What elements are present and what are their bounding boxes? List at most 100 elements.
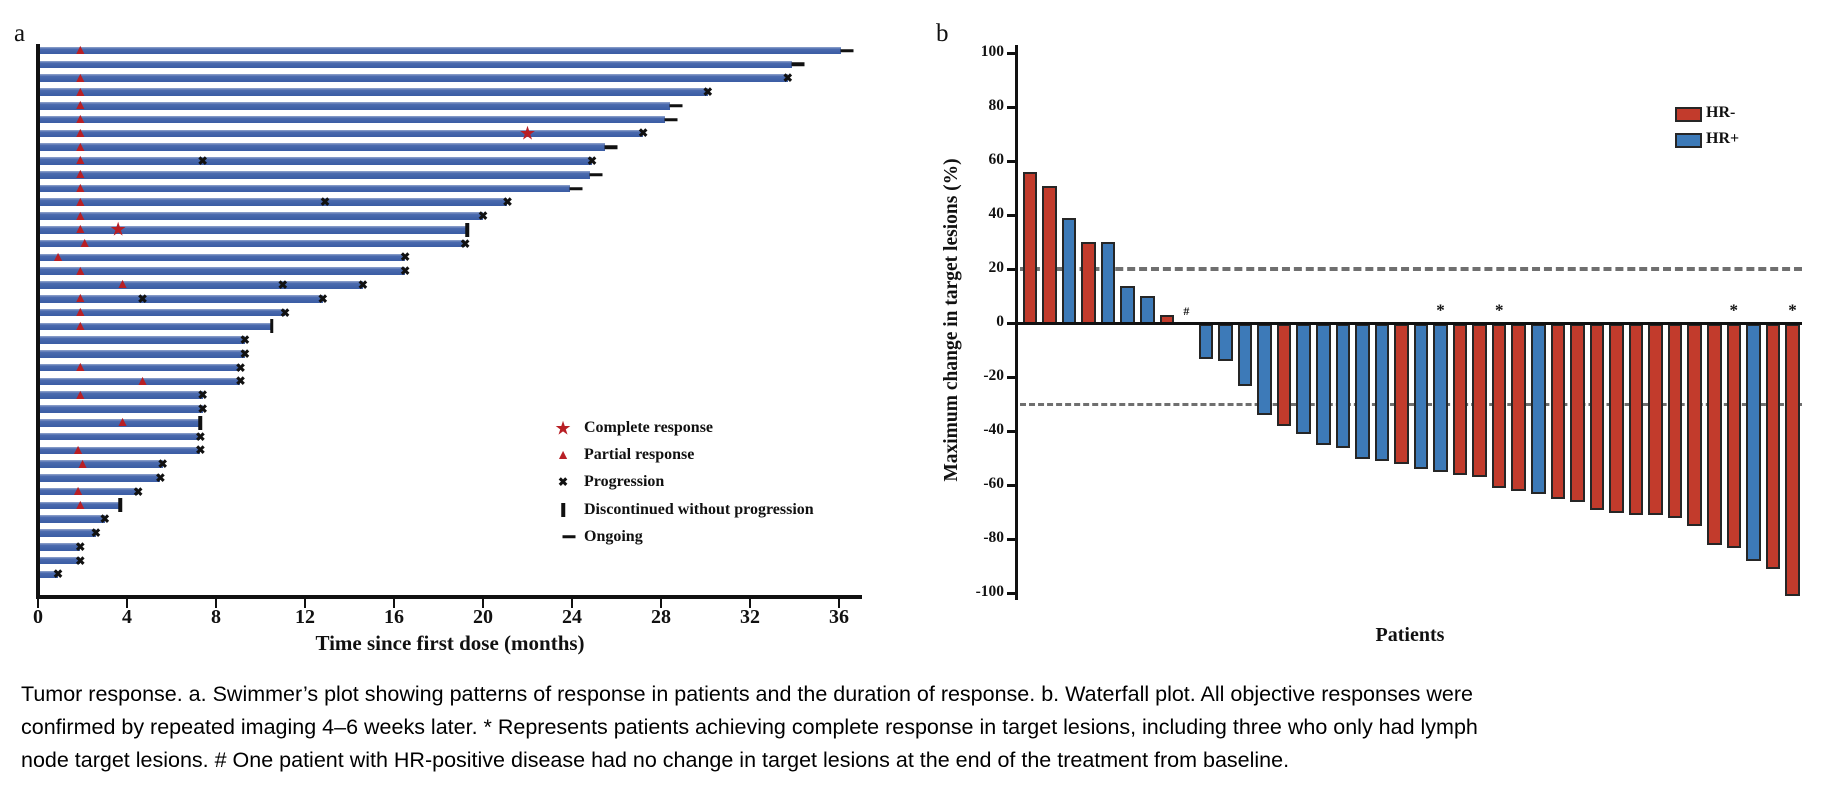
progression-x-marker: ✖ xyxy=(195,429,206,444)
x-axis-tick xyxy=(392,599,396,608)
progression-x-marker: ✖ xyxy=(197,401,208,416)
partial-response-triangle-marker: ▲ xyxy=(73,167,88,183)
swimmer-bar xyxy=(40,487,139,496)
waterfall-bar xyxy=(1433,324,1448,473)
progression-x-marker: ✖ xyxy=(133,484,144,499)
swimmer-bar xyxy=(40,102,670,110)
swimmer-bar xyxy=(40,239,466,248)
progression-x-marker: ✖ xyxy=(239,346,250,361)
partial-response-triangle-marker: ▲ xyxy=(115,277,130,293)
partial-response-triangle-marker: ▲ xyxy=(73,497,88,513)
waterfall-bar xyxy=(1100,242,1116,326)
partial-response-triangle-marker: ▲ xyxy=(73,70,88,86)
discontinued-marker xyxy=(198,415,203,430)
x-tick-label: 20 xyxy=(473,606,493,628)
partial-response-triangle-marker: ▲ xyxy=(73,125,88,141)
x-axis-tick xyxy=(748,599,752,608)
waterfall-bar xyxy=(1667,324,1683,518)
swimmer-bar xyxy=(40,556,81,565)
waterfall-bar xyxy=(1628,324,1644,516)
swimmer-bar xyxy=(40,308,285,317)
waterfall-bar xyxy=(1785,324,1800,597)
waterfall-bar xyxy=(1061,218,1077,326)
partial-response-triangle-marker: ▲ xyxy=(73,181,88,196)
x-axis-line-a xyxy=(36,595,862,599)
swimmer-bar xyxy=(40,88,708,96)
x-axis-tick xyxy=(837,599,841,608)
waterfall-bar xyxy=(1374,324,1390,462)
reference-dashed-line xyxy=(1020,402,1802,406)
y-axis-spine-a xyxy=(36,44,40,599)
complete-response-asterisk-annotation: * xyxy=(1436,300,1445,320)
waterfall-bar xyxy=(1042,185,1057,326)
y-axis-tick xyxy=(1007,322,1015,325)
y-axis-tick xyxy=(1007,106,1015,109)
progression-x-marker: ✖ xyxy=(155,470,166,485)
x-axis-tick xyxy=(125,599,129,608)
progression-x-marker: ✖ xyxy=(90,526,101,540)
ongoing-dash-marker xyxy=(589,172,603,177)
progression-x-marker: ✖ xyxy=(782,71,793,86)
waterfall-bar xyxy=(1746,324,1761,562)
y-tick-label: 80 xyxy=(988,97,1005,115)
zero-axis-line xyxy=(1016,321,1802,325)
progression-x-marker: ✖ xyxy=(317,291,328,306)
waterfall-bar xyxy=(1570,324,1585,502)
ongoing-dash-marker xyxy=(664,117,678,122)
complete-response-star-marker: ★ xyxy=(518,123,537,145)
ongoing-dash-marker xyxy=(569,186,583,191)
legend-item-label: Discontinued without progression xyxy=(584,500,814,518)
swimmer-bar xyxy=(40,363,241,372)
x-axis-title-a: Time since first dose (months) xyxy=(315,631,585,655)
waterfall-bar xyxy=(1491,324,1507,489)
swimmer-bar xyxy=(40,267,406,275)
waterfall-bar xyxy=(1550,324,1566,500)
swimmer-bar xyxy=(40,184,570,193)
x-axis-tick xyxy=(214,599,218,608)
y-tick-label: 60 xyxy=(988,151,1005,169)
ongoing-dash-marker xyxy=(840,48,854,53)
swimmer-bar xyxy=(40,432,201,441)
progression-x-marker: ✖ xyxy=(319,195,331,210)
waterfall-bar xyxy=(1394,324,1409,464)
swimmer-bar xyxy=(40,350,245,358)
ongoing-dash-marker xyxy=(604,145,618,149)
waterfall-bar xyxy=(1452,324,1468,475)
waterfall-bar xyxy=(1687,324,1702,527)
waterfall-bar xyxy=(1022,172,1038,326)
y-axis-title-b: Maximum change in target lesions (%) xyxy=(941,158,962,482)
triangle-legend-icon: ▲ xyxy=(556,447,570,463)
complete-response-asterisk-annotation: * xyxy=(1788,300,1797,320)
x-axis-tick xyxy=(36,599,40,608)
swimmer-bar xyxy=(40,405,203,413)
swimmer-bar xyxy=(40,198,508,207)
waterfall-bar xyxy=(1296,324,1311,435)
discontinued-marker xyxy=(269,319,274,334)
waterfall-bar xyxy=(1257,324,1272,416)
x-axis-tick xyxy=(303,599,307,608)
partial-response-triangle-marker: ▲ xyxy=(135,373,150,389)
x-tick-label: 24 xyxy=(562,606,582,628)
partial-response-triangle-marker: ▲ xyxy=(73,360,88,376)
partial-response-triangle-marker: ▲ xyxy=(73,153,88,169)
waterfall-bar xyxy=(1413,324,1429,470)
partial-response-triangle-marker: ▲ xyxy=(73,222,88,238)
partial-response-triangle-marker: ▲ xyxy=(73,84,88,100)
y-axis-tick xyxy=(1007,52,1015,55)
partial-response-triangle-marker: ▲ xyxy=(73,43,88,59)
y-axis-tick xyxy=(1007,538,1015,541)
partial-response-triangle-marker: ▲ xyxy=(73,318,88,334)
waterfall-bar xyxy=(1472,324,1487,478)
swimmer-bar xyxy=(40,129,644,138)
waterfall-bar xyxy=(1589,324,1605,510)
swimmer-bar xyxy=(40,515,105,523)
partial-response-triangle-marker: ▲ xyxy=(73,305,88,321)
x-tick-label: 32 xyxy=(740,606,760,628)
waterfall-bar xyxy=(1765,324,1781,570)
swimmer-plot: 0 4 8 12 16 20 24 28 32 36 ▲ ▲ ✖ ▲ ✖ ▲ ▲ ▲ ★ ✖ ▲ ▲ ✖ ✖ ▲ ▲ ▲ ✖ ✖ ▲ ✖ ▲ ★… xyxy=(0,0,920,660)
progression-x-marker: ✖ xyxy=(75,553,86,568)
progression-x-marker: ✖ xyxy=(460,236,471,251)
y-tick-label: -80 xyxy=(983,529,1004,547)
y-tick-label: -100 xyxy=(975,583,1004,601)
x-axis-tick xyxy=(659,599,663,608)
